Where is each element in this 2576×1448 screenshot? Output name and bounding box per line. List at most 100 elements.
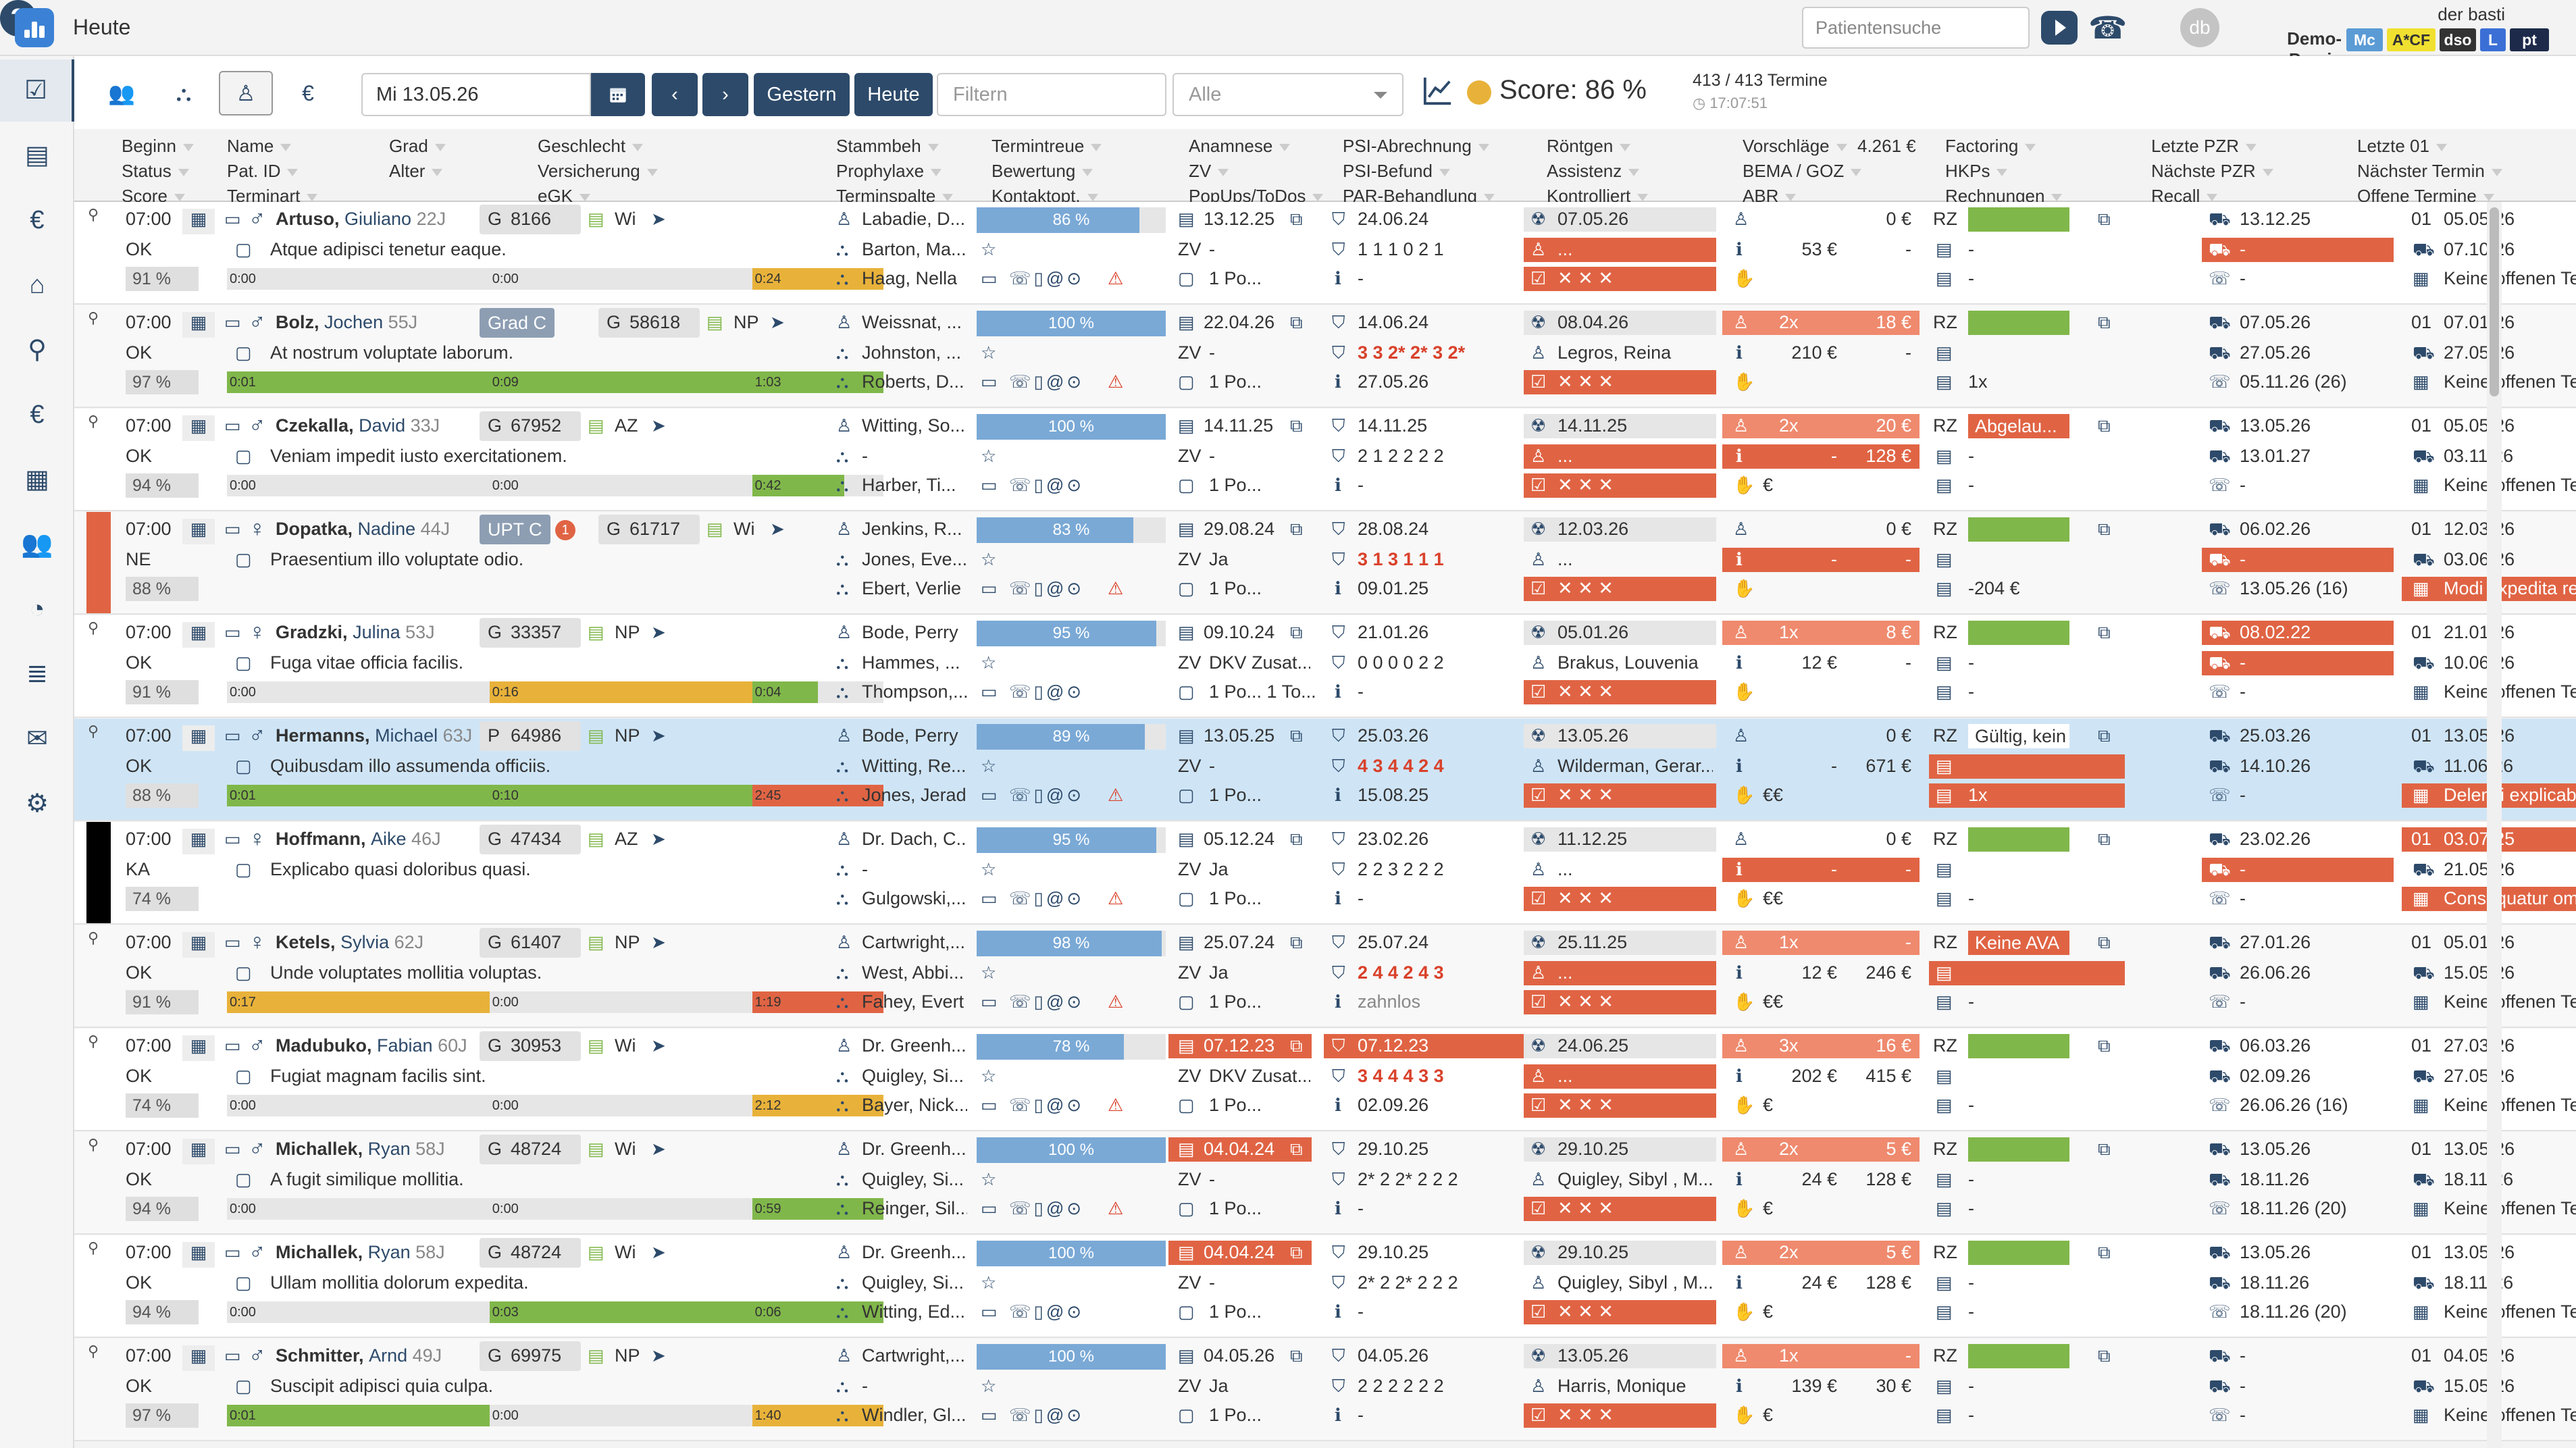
rating-star-icon[interactable]: ☆ bbox=[981, 962, 997, 983]
comment-icon[interactable]: ▢ bbox=[235, 962, 252, 983]
send-icon[interactable]: ➤ bbox=[651, 932, 666, 952]
grid-icon[interactable]: ▦ bbox=[182, 725, 215, 751]
document-icon[interactable]: ▤ bbox=[25, 141, 49, 170]
open-external-icon[interactable]: ⧉ bbox=[1290, 415, 1303, 436]
rating-star-icon[interactable]: ☆ bbox=[981, 1272, 997, 1293]
column-header-c13-0[interactable]: Letzte 01 bbox=[2357, 136, 2447, 157]
row-search-icon[interactable]: ⚲ bbox=[88, 1239, 99, 1256]
open-external-icon[interactable]: ⧉ bbox=[2098, 1139, 2111, 1159]
calendar-icon[interactable]: ▦ bbox=[25, 465, 49, 494]
euro-icon[interactable]: € bbox=[30, 400, 45, 429]
factoring-status[interactable] bbox=[1968, 207, 2069, 232]
patient-name[interactable]: Madubuko, Fabian 60J bbox=[276, 1035, 478, 1056]
open-external-icon[interactable]: ⧉ bbox=[2098, 725, 2111, 746]
pie-chart-icon[interactable]: ◔ bbox=[29, 595, 45, 623]
id-card-icon[interactable]: ▭ bbox=[224, 622, 241, 642]
id-card-icon[interactable]: ▭ bbox=[224, 1345, 241, 1366]
column-header-c9-0[interactable]: Röntgen bbox=[1547, 136, 1630, 157]
id-card-icon[interactable]: ▭ bbox=[224, 1242, 241, 1262]
patient-name[interactable]: Artuso, Giuliano 22J bbox=[276, 209, 478, 230]
factoring-status[interactable] bbox=[1968, 1344, 2069, 1368]
column-header-c4-0[interactable]: Geschlecht bbox=[538, 136, 643, 157]
table-row[interactable]: ⚲ 07:00 OK 88 % ▦ ▭ ♂ Hermanns, Michael 63J P 649… bbox=[74, 719, 2576, 821]
factoring-status[interactable] bbox=[1968, 827, 2069, 852]
factoring-status[interactable] bbox=[1968, 1241, 2069, 1265]
column-header-c12-1[interactable]: Nächste PZR bbox=[2151, 161, 2273, 182]
column-header-c8-1[interactable]: PSI-Befund bbox=[1343, 161, 1450, 182]
gear-icon[interactable]: ⚙ bbox=[25, 790, 49, 818]
row-search-icon[interactable]: ⚲ bbox=[88, 723, 99, 740]
scrollbar-thumb[interactable] bbox=[2490, 207, 2499, 396]
open-external-icon[interactable]: ⧉ bbox=[1290, 622, 1303, 642]
people-icon[interactable]: 👥 bbox=[21, 530, 53, 559]
open-external-icon[interactable]: ⧉ bbox=[1290, 1242, 1303, 1262]
open-external-icon[interactable]: ⧉ bbox=[2098, 519, 2111, 539]
rating-star-icon[interactable]: ☆ bbox=[981, 342, 997, 363]
column-header-c5-0[interactable]: Stammbeh bbox=[836, 136, 939, 157]
comment-icon[interactable]: ▢ bbox=[235, 342, 252, 363]
rating-star-icon[interactable]: ☆ bbox=[981, 756, 997, 776]
open-external-icon[interactable]: ⧉ bbox=[2098, 209, 2111, 229]
column-header-c4-1[interactable]: Versicherung bbox=[538, 161, 658, 182]
grid-icon[interactable]: ▦ bbox=[182, 1345, 215, 1371]
column-header-c7-1[interactable]: ZV bbox=[1189, 161, 1229, 182]
grid-icon[interactable]: ▦ bbox=[182, 622, 215, 648]
open-external-icon[interactable]: ⧉ bbox=[2098, 622, 2111, 642]
table-row[interactable]: ⚲ 07:00 OK 91 % ▦ ▭ ♀ Ketels, Sylvia 62J G 61407 ▤… bbox=[74, 925, 2576, 1028]
send-icon[interactable]: ➤ bbox=[651, 725, 666, 746]
row-search-icon[interactable]: ⚲ bbox=[88, 1136, 99, 1153]
view-group-icon[interactable]: 👥 bbox=[108, 81, 135, 105]
comment-icon[interactable]: ▢ bbox=[235, 859, 252, 879]
patient-name[interactable]: Michallek, Ryan 58J bbox=[276, 1242, 478, 1263]
grid-icon[interactable]: ▦ bbox=[182, 829, 215, 854]
open-external-icon[interactable]: ⧉ bbox=[1290, 519, 1303, 539]
row-search-icon[interactable]: ⚲ bbox=[88, 929, 99, 946]
prev-day-button[interactable]: ‹ bbox=[652, 73, 698, 116]
patient-name[interactable]: Hoffmann, Aike 46J bbox=[276, 829, 478, 850]
open-external-icon[interactable]: ⧉ bbox=[1290, 725, 1303, 746]
patient-name[interactable]: Ketels, Sylvia 62J bbox=[276, 932, 478, 953]
send-icon[interactable]: ➤ bbox=[651, 1035, 666, 1056]
rating-star-icon[interactable]: ☆ bbox=[981, 652, 997, 673]
grid-icon[interactable]: ▦ bbox=[182, 519, 215, 544]
id-card-icon[interactable]: ▭ bbox=[224, 932, 241, 952]
row-search-icon[interactable]: ⚲ bbox=[88, 1033, 99, 1050]
grid-icon[interactable]: ▦ bbox=[182, 1242, 215, 1268]
patient-name[interactable]: Dopatka, Nadine 44J bbox=[276, 519, 478, 540]
row-search-icon[interactable]: ⚲ bbox=[88, 1343, 99, 1360]
app-logo-icon[interactable] bbox=[15, 8, 54, 47]
open-external-icon[interactable]: ⧉ bbox=[1290, 1345, 1303, 1366]
database-icon[interactable]: ≣ bbox=[26, 660, 48, 688]
open-external-icon[interactable]: ⧉ bbox=[1290, 829, 1303, 849]
column-header-c2-1[interactable]: Pat. ID bbox=[227, 161, 298, 182]
line-chart-icon[interactable] bbox=[1422, 75, 1453, 106]
send-icon[interactable]: ➤ bbox=[770, 519, 785, 539]
chart-people-icon[interactable]: ⚲ bbox=[28, 336, 47, 364]
column-header-c6-0[interactable]: Termintreue bbox=[991, 136, 1102, 157]
next-day-button[interactable]: › bbox=[702, 73, 748, 116]
factoring-status[interactable] bbox=[1968, 621, 2069, 645]
table-scrollbar[interactable] bbox=[2487, 202, 2502, 1448]
open-external-icon[interactable]: ⧉ bbox=[2098, 1035, 2111, 1056]
comment-icon[interactable]: ▢ bbox=[235, 446, 252, 466]
factoring-status[interactable] bbox=[1968, 1034, 2069, 1058]
table-row[interactable]: ⚲ 07:00 OK 94 % ▦ ▭ ♂ Czekalla, David 33J G 67952… bbox=[74, 409, 2576, 511]
factoring-status[interactable] bbox=[1968, 517, 2069, 542]
checkbox-icon[interactable]: ☑ bbox=[0, 59, 74, 122]
rating-star-icon[interactable]: ☆ bbox=[981, 1376, 997, 1396]
column-header-c1-0[interactable]: Beginn bbox=[122, 136, 194, 157]
factoring-status[interactable] bbox=[1968, 311, 2069, 335]
id-card-icon[interactable]: ▭ bbox=[224, 1035, 241, 1056]
open-external-icon[interactable]: ⧉ bbox=[2098, 1242, 2111, 1262]
column-header-c9-1[interactable]: Assistenz bbox=[1547, 161, 1639, 182]
send-icon[interactable]: ➤ bbox=[651, 1242, 666, 1262]
calendar-picker-button[interactable] bbox=[591, 73, 645, 116]
grid-icon[interactable]: ▦ bbox=[182, 1139, 215, 1164]
column-header-c5-1[interactable]: Prophylaxe bbox=[836, 161, 942, 182]
id-card-icon[interactable]: ▭ bbox=[224, 1139, 241, 1159]
send-icon[interactable]: ➤ bbox=[651, 415, 666, 436]
table-row[interactable]: ⚲ 07:00 OK 74 % ▦ ▭ ♂ Madubuko, Fabian 60J G 3095… bbox=[74, 1029, 2576, 1131]
open-external-icon[interactable]: ⧉ bbox=[1290, 209, 1303, 229]
comment-icon[interactable]: ▢ bbox=[235, 1376, 252, 1396]
